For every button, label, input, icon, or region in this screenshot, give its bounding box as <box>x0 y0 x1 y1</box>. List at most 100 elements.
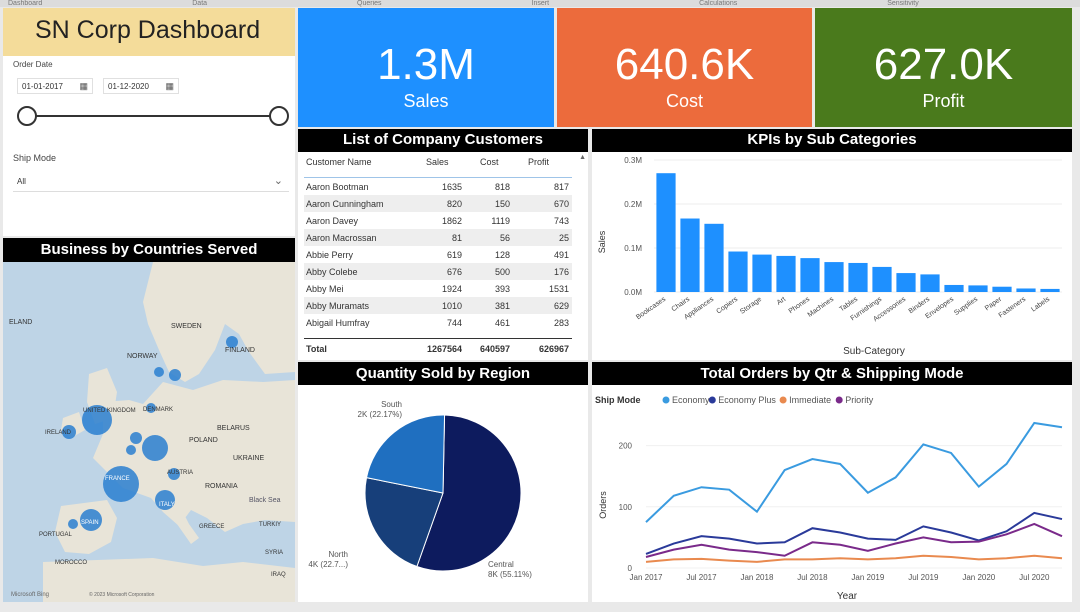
profit-value: 627.0K <box>873 40 1014 89</box>
legend-marker[interactable] <box>779 396 787 404</box>
date-range-end-handle[interactable] <box>269 106 289 126</box>
bubble-austria[interactable] <box>168 468 180 480</box>
bar[interactable] <box>920 274 940 292</box>
bar[interactable] <box>728 251 748 292</box>
ribbon-item[interactable]: Dashboard <box>8 0 43 7</box>
ribbon-item[interactable]: Queries <box>357 0 382 7</box>
bar[interactable] <box>656 173 676 292</box>
legend-label[interactable]: Immediate <box>789 395 831 405</box>
legend-label[interactable]: Economy Plus <box>718 395 776 405</box>
calendar-icon[interactable]: ▦ <box>165 81 174 91</box>
bar[interactable] <box>1040 288 1060 292</box>
bubble-belgium[interactable] <box>126 445 136 455</box>
y-tick-label: 0.1M <box>624 244 642 253</box>
landmass-continent <box>93 380 295 532</box>
table-row[interactable]: Abby Muramats 1010 381 629 <box>304 297 572 314</box>
bubble-netherlands[interactable] <box>130 432 142 444</box>
map-label: IRAQ <box>271 572 286 578</box>
table-row[interactable]: Abby Colebe 676 500 176 <box>304 263 572 280</box>
pie-slice[interactable] <box>416 414 522 572</box>
series-line[interactable] <box>645 554 1063 563</box>
series-line[interactable] <box>645 421 1063 523</box>
ship-mode-dropdown[interactable]: All ⌄ <box>13 172 289 192</box>
pie-label-name: South <box>381 400 402 409</box>
bar[interactable] <box>992 286 1012 292</box>
legend-marker[interactable] <box>708 396 716 404</box>
scroll-arrow-icon[interactable]: ▲ <box>579 154 586 161</box>
table-row[interactable]: Aaron Macrossan 81 56 25 <box>304 229 572 246</box>
pie-slice[interactable] <box>364 477 444 568</box>
profit-card: 627.0K Profit <box>815 8 1072 127</box>
table-row[interactable]: Abby Mei 1924 393 1531 <box>304 280 572 297</box>
col-header-cost[interactable]: Cost <box>480 157 499 167</box>
start-date-value: 01-01-2017 <box>22 82 63 91</box>
cell-sales: 820 <box>446 199 462 209</box>
bubble-germany[interactable] <box>142 435 168 461</box>
calendar-icon[interactable]: ▦ <box>79 81 88 91</box>
bubble-norway[interactable] <box>154 367 164 377</box>
ship-mode-value: All <box>17 177 26 186</box>
x-tick-label: Labels <box>1030 296 1051 314</box>
bar[interactable] <box>752 254 772 292</box>
col-header-customer[interactable]: Customer Name <box>306 157 372 167</box>
sales-label: Sales <box>403 91 449 111</box>
x-tick-label: Jul 2019 <box>908 573 939 582</box>
bubble-denmark[interactable] <box>146 403 156 413</box>
ribbon-item[interactable]: Insert <box>531 0 550 7</box>
bar[interactable] <box>680 218 700 292</box>
bubble-italy[interactable] <box>155 490 175 510</box>
map-label: DENMARK <box>143 407 173 413</box>
pie-slice[interactable] <box>365 414 446 494</box>
ribbon-item[interactable]: Calculations <box>699 0 738 7</box>
legend-marker[interactable] <box>835 396 843 404</box>
europe-map[interactable]: ELAND SWEDEN FINLAND NORWAY UNITED KINGD… <box>3 262 295 602</box>
bubble-portugal[interactable] <box>68 519 78 529</box>
bubble-france[interactable] <box>103 466 139 502</box>
cell-name: Abigail Humfray <box>306 318 370 328</box>
bar[interactable] <box>704 223 724 292</box>
bar[interactable] <box>968 285 988 292</box>
table-total-row: Total 1267564 640597 626967 <box>304 340 572 357</box>
date-range-start-handle[interactable] <box>17 106 37 126</box>
map-canvas: ELAND SWEDEN FINLAND NORWAY UNITED KINGD… <box>9 262 295 602</box>
bubble-finland[interactable] <box>226 336 238 348</box>
table-row[interactable]: Aaron Davey 1862 1119 743 <box>304 212 572 229</box>
landmass-scandinavia <box>143 262 295 382</box>
bar[interactable] <box>1016 288 1036 292</box>
col-header-sales[interactable]: Sales <box>426 157 449 167</box>
bar[interactable] <box>776 255 796 292</box>
bar[interactable] <box>800 258 820 292</box>
bar[interactable] <box>848 262 868 292</box>
x-tick-label: Supplies <box>953 296 979 317</box>
bubble-spain[interactable] <box>80 509 102 531</box>
series-line[interactable] <box>645 511 1063 555</box>
table-row[interactable]: Aaron Bootman 1635 818 817 <box>304 178 572 195</box>
bar[interactable] <box>896 273 916 292</box>
series-line[interactable] <box>645 522 1063 558</box>
bar[interactable] <box>872 266 892 292</box>
col-header-profit[interactable]: Profit <box>528 157 550 167</box>
ribbon-item[interactable]: Data <box>192 0 208 7</box>
total-sales: 1267564 <box>426 344 462 354</box>
date-range-slider-track[interactable] <box>27 115 283 117</box>
table-row[interactable]: Aaron Cunningham 820 150 670 <box>304 195 572 212</box>
x-tick-label: Paper <box>984 296 1004 313</box>
start-date-input[interactable]: 01-01-2017 ▦ <box>17 78 93 94</box>
bubble-uk[interactable] <box>82 405 112 435</box>
legend-label[interactable]: Priority <box>845 395 874 405</box>
order-date-label: Order Date <box>13 60 53 69</box>
map-label: TURKIY <box>259 522 281 528</box>
table-row[interactable]: Abbie Perry 619 128 491 <box>304 246 572 263</box>
cell-profit: 670 <box>553 199 569 209</box>
bubble-ireland[interactable] <box>62 425 76 439</box>
legend-label[interactable]: Economy <box>672 395 710 405</box>
bar[interactable] <box>944 284 964 292</box>
end-date-input[interactable]: 01-12-2020 ▦ <box>103 78 179 94</box>
ribbon-item[interactable]: Sensitivity <box>887 0 919 7</box>
table-row[interactable]: Abigail Humfray 744 461 283 <box>304 314 572 331</box>
bubble-sweden[interactable] <box>169 369 181 381</box>
legend-marker[interactable] <box>662 396 670 404</box>
pie-label-name: North <box>328 550 348 559</box>
total-label: Total <box>306 344 327 354</box>
bar[interactable] <box>824 262 844 292</box>
